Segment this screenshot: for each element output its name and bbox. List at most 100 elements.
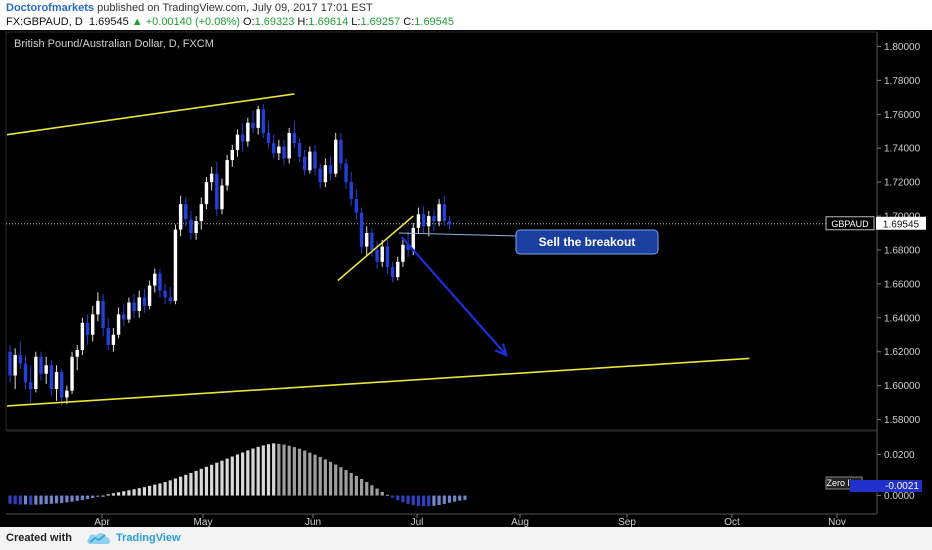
oscillator-bar: [354, 475, 358, 496]
time-axis[interactable]: Apr May Jun Jul Aug Sep Oct Nov: [94, 514, 846, 528]
candle-body: [106, 327, 110, 345]
candle-body: [447, 221, 452, 225]
price-tag-value: 1.69545: [883, 219, 920, 230]
author-link[interactable]: Doctorofmarkets: [6, 2, 95, 14]
trendline-upper-channel[interactable]: [6, 93, 295, 136]
callout[interactable]: Sell the breakout: [398, 229, 659, 255]
projection-arrow[interactable]: [400, 236, 508, 357]
time-axis-label: Jun: [305, 517, 321, 527]
tradingview-cloud-icon[interactable]: [86, 531, 112, 545]
oscillator-bar: [85, 495, 90, 500]
candle-body: [96, 300, 100, 315]
candle-body: [261, 109, 266, 133]
candle-body: [49, 365, 54, 389]
trendline-lower-channel[interactable]: [6, 357, 750, 407]
oscillator-bar: [54, 495, 59, 504]
candle-body: [411, 227, 415, 250]
oscillator-bar: [34, 495, 38, 505]
oscillator-bar: [380, 491, 384, 496]
candle-body: [318, 168, 322, 183]
oscillator-bar: [23, 495, 28, 505]
oscillator-bar: [334, 464, 338, 496]
candle-body: [442, 204, 446, 222]
candle-body: [396, 261, 400, 278]
candle-body: [225, 160, 229, 186]
candle-body: [385, 246, 390, 267]
candle-body: [8, 351, 12, 376]
close-label: C:: [403, 16, 415, 28]
oscillator-bar: [147, 485, 152, 496]
oscillator-bar: [199, 468, 203, 496]
callout-text: Sell the breakout: [539, 235, 636, 249]
oscillator-bar: [184, 474, 188, 496]
candle-body: [184, 204, 188, 220]
candle-body: [91, 314, 95, 335]
candle-body: [349, 182, 353, 200]
chart-header: Doctorofmarkets published on TradingView…: [0, 0, 932, 30]
oscillator-bar: [416, 495, 421, 506]
candle-body: [163, 290, 167, 298]
candle-body: [204, 182, 209, 205]
chart-area[interactable]: 1.800001.780001.760001.740001.720001.700…: [0, 30, 932, 528]
oscillator-bar: [204, 466, 209, 496]
candle-body: [122, 314, 126, 320]
candle-body: [308, 151, 312, 171]
trendline-short-support[interactable]: [337, 215, 414, 282]
candle-body: [380, 246, 384, 262]
oscillator-bar: [127, 490, 131, 496]
candle-body: [158, 273, 162, 291]
oscillator-bar: [453, 495, 457, 502]
candle-body: [44, 365, 48, 374]
oscillator-bar: [101, 495, 105, 497]
oscillator-bar: [230, 456, 234, 496]
oscillator-bar: [427, 495, 431, 507]
trendlines[interactable]: [6, 93, 750, 407]
candle-body: [137, 297, 141, 311]
oscillator-bar: [210, 464, 214, 496]
time-axis-label: Sep: [618, 517, 636, 527]
candle-body: [246, 122, 250, 142]
price-tag-value-box: [876, 216, 926, 230]
candle-body: [251, 122, 255, 128]
time-axis-label: Nov: [828, 517, 846, 527]
candle-body: [116, 314, 121, 335]
candle-body: [101, 300, 105, 328]
candle-body: [168, 297, 172, 301]
oscillator-bar: [282, 444, 286, 496]
candle-body: [282, 146, 286, 159]
callout-pointer: [398, 232, 519, 237]
oscillator-bar: [447, 495, 452, 503]
candle-body: [344, 163, 348, 183]
candle-body: [370, 233, 374, 250]
oscillator-bar: [49, 495, 53, 504]
oscillator-bar: [406, 495, 410, 504]
candle-body: [23, 363, 28, 383]
candle-body: [406, 244, 410, 250]
price-axis-label: 1.72000: [884, 178, 921, 189]
tradingview-link[interactable]: TradingView: [116, 532, 181, 544]
candle-body: [65, 390, 69, 398]
callout-box[interactable]: [515, 229, 659, 255]
chart-svg[interactable]: 1.800001.780001.760001.740001.720001.700…: [0, 30, 932, 528]
oscillator-bar: [287, 445, 291, 496]
candle-body: [220, 185, 224, 210]
oscillator-bar: [65, 495, 69, 503]
oscillator-bar: [365, 482, 369, 496]
candle-body: [39, 356, 43, 374]
price-change: +0.00140 (+0.08%): [145, 16, 240, 28]
candle-body: [153, 273, 157, 286]
symbol-label: FX:GBPAUD, D: [6, 16, 83, 28]
oscillator-bar: [349, 472, 353, 496]
price-axis[interactable]: 1.800001.780001.760001.740001.720001.700…: [877, 42, 921, 426]
oscillator-bar: [385, 494, 390, 496]
candle-body: [54, 372, 59, 389]
price-pane[interactable]: [5, 31, 878, 431]
up-arrow-icon: ▲: [131, 16, 143, 28]
candle-body: [28, 382, 33, 389]
candle-body: [365, 233, 369, 247]
time-axis-label: Apr: [94, 517, 110, 527]
oscillator-bar: [370, 485, 374, 496]
quote-line: FX:GBPAUD, D 1.69545 ▲ +0.00140 (+0.08%)…: [6, 16, 454, 28]
price-tag-symbol: GBPAUD: [831, 219, 869, 229]
oscillator-pane[interactable]: [6, 432, 877, 514]
